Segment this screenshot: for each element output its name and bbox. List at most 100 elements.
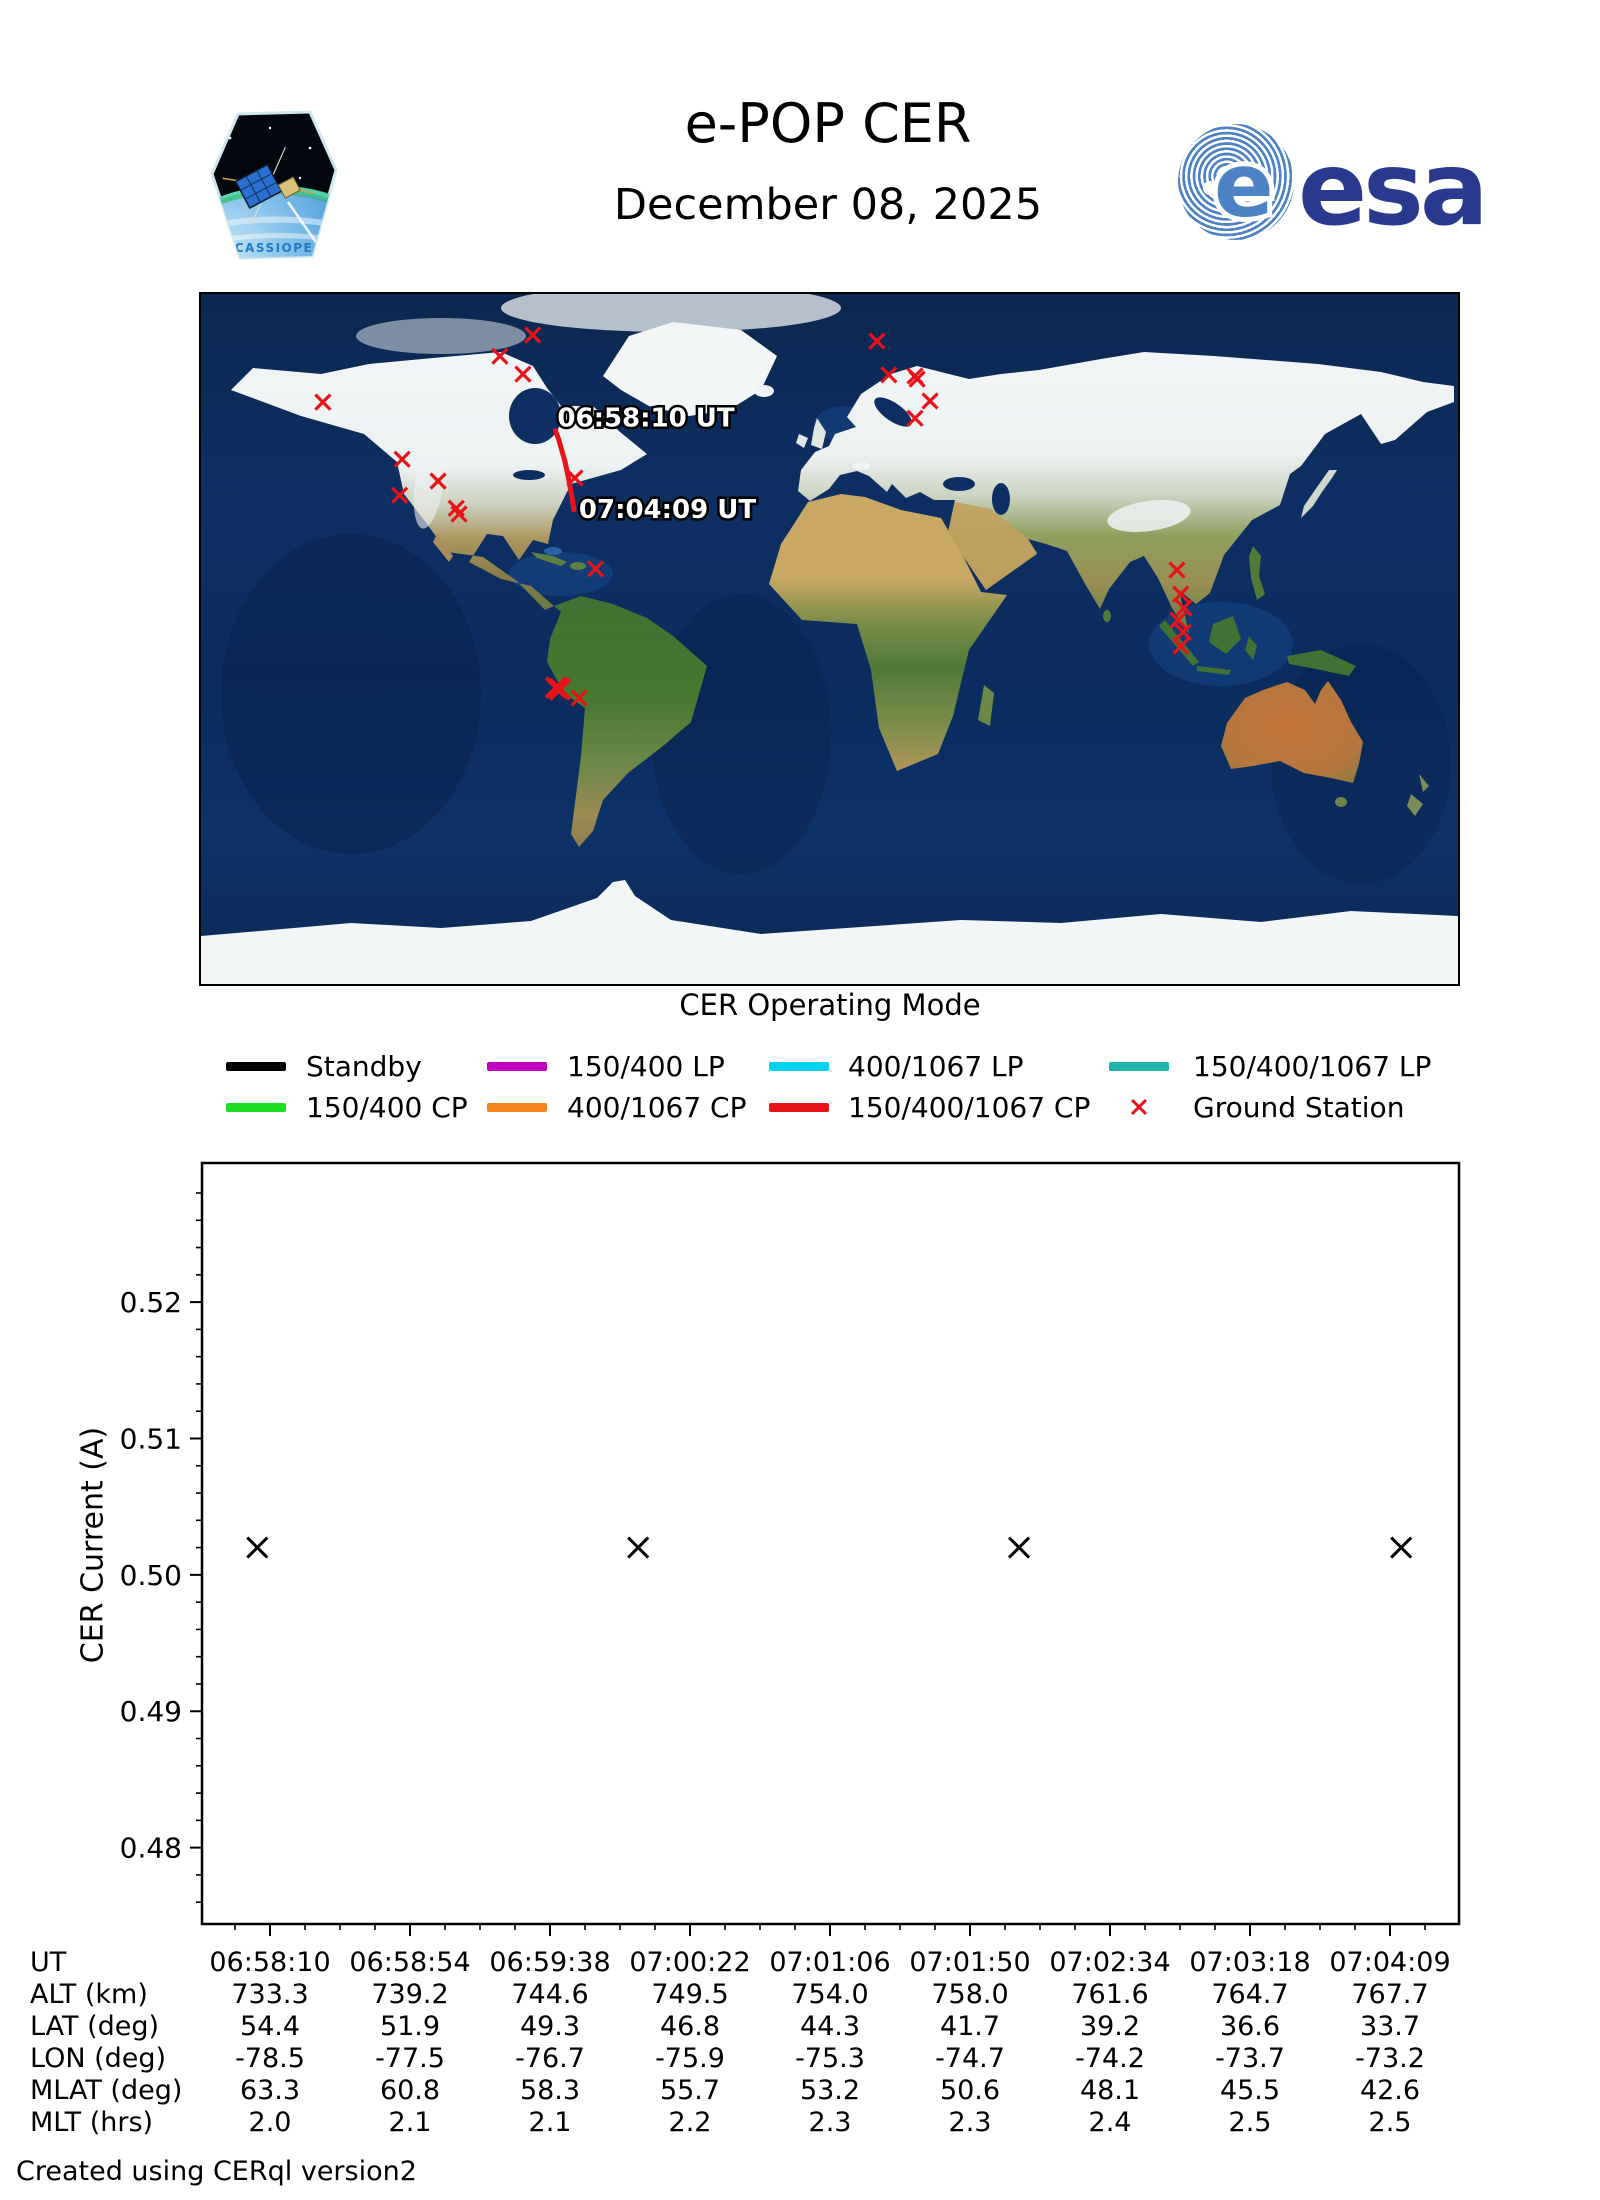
australia xyxy=(1221,681,1363,783)
ephemeris-table: UT 06:58:10 06:58:54 06:59:38 07:00:22 07:01:… xyxy=(30,1946,1460,2138)
table-cell: 07:04:09 xyxy=(1329,1946,1451,1978)
table-cell: 07:00:22 xyxy=(629,1946,751,1978)
africa xyxy=(769,494,1007,771)
ground-station-marker xyxy=(1169,611,1187,629)
alps-snow xyxy=(852,462,870,470)
table-cell: 42.6 xyxy=(1359,2074,1421,2106)
legend-item: Standby xyxy=(226,1049,422,1083)
legend-item: 150/400/1067 LP xyxy=(1109,1049,1431,1083)
legend-label: 150/400 CP xyxy=(306,1090,468,1124)
legend-label: Ground Station xyxy=(1193,1090,1405,1124)
hudson-bay xyxy=(509,388,561,444)
esa-logo-icon: e esa xyxy=(1178,124,1489,249)
table-cell: 06:58:10 xyxy=(209,1946,331,1978)
table-cell: 33.7 xyxy=(1359,2010,1421,2042)
svg-text:e: e xyxy=(1214,134,1274,237)
scatter-point-marker xyxy=(1007,1536,1031,1559)
legend-item: 150/400 LP xyxy=(487,1049,725,1083)
ground-stations-layer xyxy=(314,326,1193,707)
ground-station-marker xyxy=(586,560,605,578)
table-cell: -76.7 xyxy=(515,2042,585,2074)
table-cell: 07:02:34 xyxy=(1049,1946,1171,1978)
south-america xyxy=(547,596,707,847)
java xyxy=(1197,666,1231,675)
table-row-label: UT xyxy=(30,1946,67,1978)
borneo xyxy=(1209,616,1241,654)
table-cell: 2.1 xyxy=(388,2106,432,2138)
table-cell: 754.0 xyxy=(791,1978,869,2010)
legend-line-swatch xyxy=(769,1061,829,1071)
legend-title: CER Operating Mode xyxy=(679,988,981,1022)
table-cell: 2.1 xyxy=(528,2106,572,2138)
table-cell: 51.9 xyxy=(379,2010,441,2042)
table-cell: -73.2 xyxy=(1355,2042,1425,2074)
table-cell: 07:01:06 xyxy=(769,1946,891,1978)
scatter-point-marker xyxy=(1390,1536,1413,1559)
legend-line-swatch xyxy=(226,1061,286,1071)
ground-station-marker xyxy=(393,450,411,468)
cassiope-mission-patch-logo: CASSIOPE xyxy=(208,106,340,268)
patch-mission-name: CASSIOPE xyxy=(235,241,314,255)
ground-station-marker xyxy=(906,409,924,427)
table-row-label: MLT (hrs) xyxy=(30,2106,154,2138)
table-cell: 758.0 xyxy=(931,1978,1009,2010)
baltic-sea xyxy=(874,397,912,427)
great-britain xyxy=(811,418,826,449)
svg-text:0.48: 0.48 xyxy=(120,1832,182,1865)
table-cell: 761.6 xyxy=(1071,1978,1149,2010)
esa-wordmark: esa xyxy=(1298,130,1482,248)
table-cell: 2.0 xyxy=(248,2106,292,2138)
ground-station-marker xyxy=(548,677,572,701)
table-cell: 06:59:38 xyxy=(489,1946,611,1978)
black-sea xyxy=(943,477,975,491)
table-cell: 41.7 xyxy=(939,2010,1001,2042)
ground-station-marker xyxy=(1174,623,1192,641)
japan xyxy=(1301,470,1337,518)
table-cell: 2.3 xyxy=(808,2106,852,2138)
ground-station-marker xyxy=(1172,637,1190,655)
caspian-sea xyxy=(992,483,1010,515)
ground-station-marker xyxy=(566,469,584,487)
table-cell: 53.2 xyxy=(799,2074,861,2106)
table-cell: 48.1 xyxy=(1079,2074,1141,2106)
ireland xyxy=(796,434,808,448)
table-cell: -74.7 xyxy=(935,2042,1005,2074)
ground-station-marker xyxy=(491,347,509,365)
table-cell: 63.3 xyxy=(239,2074,301,2106)
new-guinea xyxy=(1287,650,1356,676)
legend-label: 150/400 LP xyxy=(567,1049,725,1083)
table-cell: -73.7 xyxy=(1215,2042,1285,2074)
world-map: 06:58:10 UT 07:04:09 UT xyxy=(201,294,1458,984)
rockies-snow xyxy=(413,439,445,529)
table-cell: 55.7 xyxy=(659,2074,721,2106)
table-cell: -75.3 xyxy=(795,2042,865,2074)
ground-station-x-icon xyxy=(1130,1098,1148,1116)
table-cell: 60.8 xyxy=(379,2074,441,2106)
table-row-label: LAT (deg) xyxy=(30,2010,160,2042)
table-cell: 50.6 xyxy=(939,2074,1001,2106)
table-cell: 739.2 xyxy=(371,1978,449,2010)
ground-station-marker xyxy=(514,365,532,383)
table-cell: -75.9 xyxy=(655,2042,725,2074)
legend-line-swatch xyxy=(487,1102,547,1112)
ground-station-marker xyxy=(1172,585,1190,603)
legend-item: 150/400/1067 CP xyxy=(769,1090,1090,1124)
credit-text: Created using CERql version2 xyxy=(16,2156,417,2187)
satellite-track xyxy=(552,428,577,513)
svg-text:0.51: 0.51 xyxy=(120,1422,182,1455)
ground-station-marker xyxy=(524,326,542,344)
hispaniola xyxy=(570,562,586,570)
table-cell: 54.4 xyxy=(239,2010,301,2042)
table-cell: -78.5 xyxy=(235,2042,305,2074)
sulawesi xyxy=(1245,636,1257,660)
great-lakes xyxy=(513,470,545,480)
svg-text:0.49: 0.49 xyxy=(120,1695,182,1728)
legend-label: Standby xyxy=(306,1049,422,1083)
legend-label: 400/1067 CP xyxy=(567,1090,747,1124)
legend-line-swatch xyxy=(1109,1061,1169,1071)
table-cell: 2.4 xyxy=(1088,2106,1132,2138)
legend-item: 150/400 CP xyxy=(226,1090,468,1124)
y-axis-label: CER Current (A) xyxy=(75,1426,111,1664)
table-cell: 06:58:54 xyxy=(349,1946,471,1978)
track-end-time-label: 07:04:09 UT xyxy=(579,495,757,525)
